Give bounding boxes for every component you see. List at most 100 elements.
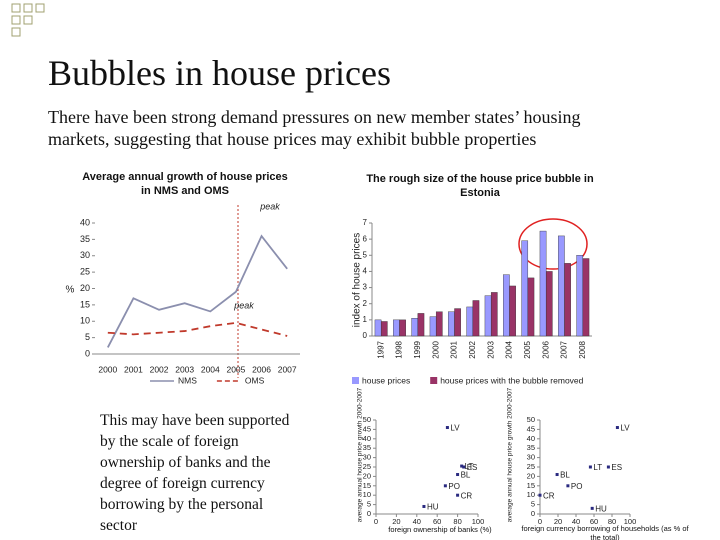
x-tick-label: 80 <box>453 517 461 526</box>
x-tick-label: 100 <box>624 517 637 526</box>
bar <box>435 311 443 337</box>
bar <box>466 306 474 337</box>
y-tick-label: 30 <box>80 250 90 260</box>
bar <box>564 263 571 337</box>
y-tick-label: 7 <box>363 218 368 227</box>
x-tick-label: 80 <box>608 517 616 526</box>
bar <box>399 319 406 337</box>
point <box>555 473 559 477</box>
y-tick-label: 20 <box>363 471 371 480</box>
x-tick-label: 2006 <box>252 364 271 374</box>
line-series <box>107 321 288 337</box>
bar <box>545 271 553 337</box>
y-tick-label: 5 <box>85 332 90 342</box>
point-label: HU <box>427 503 439 512</box>
bar <box>582 258 590 337</box>
x-tick-label: 1997 <box>376 340 385 358</box>
point <box>606 465 610 469</box>
bar <box>454 308 461 337</box>
y-tick-label: 20 <box>527 471 535 480</box>
y-axis-label: % <box>66 285 75 296</box>
y-tick-label: 10 <box>527 490 535 499</box>
x-tick-label: 2005 <box>226 364 245 374</box>
point-label: BL <box>560 471 570 480</box>
point <box>443 484 447 488</box>
point-label: CR <box>461 491 473 500</box>
y-tick-label: 30 <box>363 453 371 462</box>
y-tick-label: 10 <box>80 316 90 326</box>
point-label: BL <box>461 471 471 480</box>
bar <box>484 295 492 337</box>
point-label: PO <box>571 482 583 491</box>
x-tick-label: 60 <box>433 517 441 526</box>
bar <box>490 292 498 337</box>
point <box>460 464 464 468</box>
y-tick-label: 35 <box>363 443 371 452</box>
point <box>538 493 542 497</box>
x-tick-label: 20 <box>392 517 400 526</box>
bar <box>380 321 388 337</box>
x-tick-label: 2007 <box>278 364 297 374</box>
bar <box>417 313 425 337</box>
x-tick-label: 2002 <box>150 364 169 374</box>
x-tick-label: 2000 <box>98 364 117 374</box>
y-tick-label: 0 <box>85 348 90 358</box>
y-tick-label: 35 <box>80 234 90 244</box>
point <box>456 493 460 497</box>
y-tick-label: 45 <box>363 424 371 433</box>
legend-label: house prices with the bubble removed <box>440 375 583 385</box>
y-tick-label: 25 <box>80 267 90 277</box>
point-label: HU <box>595 504 607 513</box>
y-tick-label: 40 <box>363 434 371 443</box>
point <box>422 504 426 508</box>
line-series <box>107 234 288 348</box>
point <box>462 465 466 469</box>
point <box>456 473 460 477</box>
y-tick-label: 4 <box>363 267 368 276</box>
y-tick-label: 25 <box>527 462 535 471</box>
y-tick-label: 2 <box>363 299 368 308</box>
bar <box>527 277 535 337</box>
y-axis-label: index of house prices <box>352 233 363 328</box>
x-tick-label: 1999 <box>413 340 422 358</box>
side-text: This may have been supported by the scal… <box>100 412 290 534</box>
x-tick-label: 20 <box>554 517 562 526</box>
point-label: LV <box>450 424 460 433</box>
x-tick-label: 1998 <box>395 340 404 358</box>
y-tick-label: 15 <box>363 481 371 490</box>
bar <box>411 318 419 337</box>
legend-label: NMS <box>178 375 197 385</box>
point <box>590 506 594 510</box>
x-tick-label: 2003 <box>486 340 495 358</box>
y-tick-label: 0 <box>531 509 535 518</box>
y-tick-label: 3 <box>363 283 368 292</box>
y-tick-label: 40 <box>80 217 90 227</box>
x-tick-label: 0 <box>538 517 542 526</box>
y-tick-label: 50 <box>363 415 371 424</box>
point-label: CR <box>543 491 555 500</box>
y-tick-label: 15 <box>80 299 90 309</box>
y-axis-label: average annual house price growth 2000-2… <box>357 387 364 522</box>
x-tick-label: 2006 <box>541 340 550 358</box>
y-tick-label: 6 <box>363 234 368 243</box>
y-tick-label: 30 <box>527 453 535 462</box>
x-tick-label: 100 <box>472 517 485 526</box>
decoration <box>11 3 45 37</box>
bar <box>509 285 516 337</box>
x-tick-label: 2008 <box>578 340 587 358</box>
y-tick-label: 5 <box>367 500 371 509</box>
highlight-ellipse <box>518 218 588 270</box>
x-tick-label: 0 <box>374 517 378 526</box>
bar <box>558 235 565 337</box>
legend-swatch <box>352 377 359 384</box>
annotation: peak <box>259 201 280 211</box>
chart-title: Average annual growth of house prices in… <box>82 171 288 197</box>
legend-swatch <box>430 377 438 384</box>
bar <box>448 311 455 337</box>
legend-label: house prices <box>362 375 410 385</box>
y-tick-label: 50 <box>527 415 535 424</box>
point <box>566 484 570 488</box>
legend-label: OMS <box>245 375 265 385</box>
